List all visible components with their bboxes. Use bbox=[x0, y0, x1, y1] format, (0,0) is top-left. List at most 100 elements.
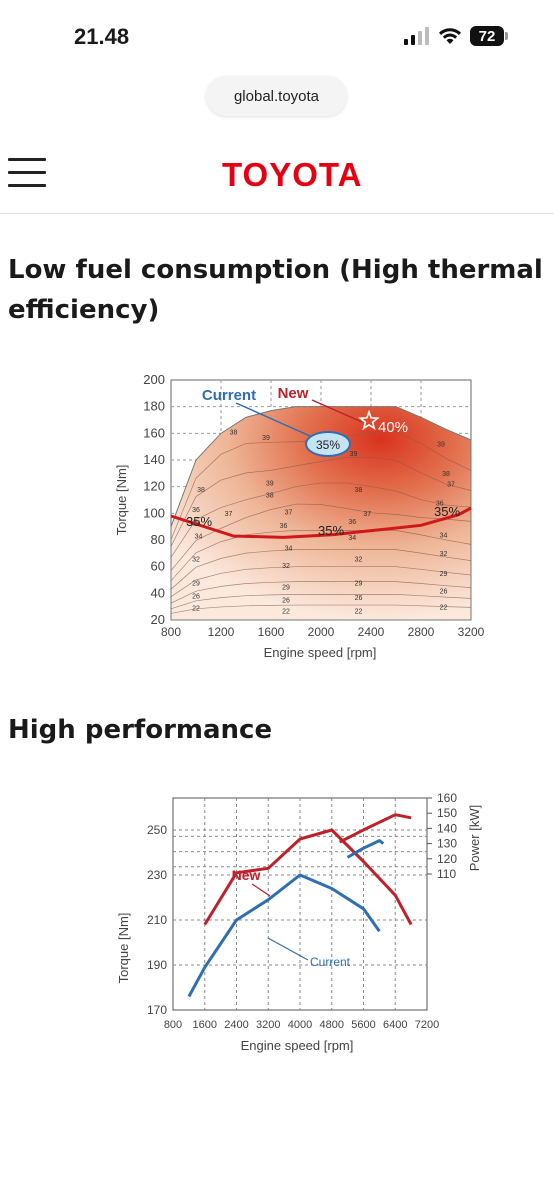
contour-label: 26 bbox=[355, 595, 363, 602]
x-tick-label: 2800 bbox=[408, 625, 435, 639]
power-tick-label: 140 bbox=[437, 821, 457, 835]
contour-label: 37 bbox=[225, 511, 233, 518]
contour-label: 39 bbox=[262, 435, 270, 442]
power-tick-label: 160 bbox=[437, 791, 457, 805]
torque-tick-label: 190 bbox=[147, 958, 167, 972]
contour-label: 32 bbox=[282, 563, 290, 570]
contour-label: 36 bbox=[280, 523, 288, 530]
x-tick-label: 3200 bbox=[256, 1019, 280, 1031]
contour-label: 29 bbox=[282, 584, 290, 591]
contour-label: 32 bbox=[355, 556, 363, 563]
y2-axis-label: Power [kW] bbox=[467, 805, 482, 871]
contour-line bbox=[170, 566, 472, 597]
x-tick-label: 4800 bbox=[320, 1019, 344, 1031]
new-torque-line bbox=[203, 828, 413, 926]
current-power-line bbox=[346, 839, 385, 859]
performance-chart: 800 1600 2400 3200 4000 4800 5600 6400 7200 170 1… bbox=[0, 780, 554, 1070]
contour-line bbox=[170, 456, 472, 547]
current-legend-label: Current bbox=[202, 387, 256, 404]
y-tick-label: 40 bbox=[151, 585, 165, 600]
contour-label: 32 bbox=[192, 556, 200, 563]
cellular-signal-icon bbox=[404, 27, 429, 45]
y-tick-label: 80 bbox=[151, 532, 165, 547]
power-tick-label: 150 bbox=[437, 806, 457, 820]
contour-label: 22 bbox=[192, 606, 200, 613]
contour-label: 37 bbox=[447, 482, 455, 489]
contour-label: 22 bbox=[282, 608, 290, 615]
x-tick-label: 3200 bbox=[458, 625, 485, 639]
new-series-label: New bbox=[232, 867, 261, 883]
y-tick-label: 20 bbox=[151, 612, 165, 627]
torque-tick-label: 250 bbox=[147, 823, 167, 837]
y-tick-label: 200 bbox=[143, 372, 165, 387]
new-peak-label: 40% bbox=[378, 419, 408, 436]
contour-label: 37 bbox=[285, 510, 293, 517]
contour-label: 29 bbox=[355, 580, 363, 587]
x-tick-label: 4000 bbox=[288, 1019, 312, 1031]
contour-label: 34 bbox=[440, 532, 448, 539]
line35-label-center: 35% bbox=[318, 523, 344, 538]
wifi-icon bbox=[439, 28, 461, 44]
contour-label: 38 bbox=[197, 487, 205, 494]
contour-label: 26 bbox=[440, 588, 448, 595]
contour-line bbox=[170, 549, 472, 590]
y-tick-label: 180 bbox=[143, 399, 165, 414]
contour-line bbox=[170, 482, 472, 558]
x-tick-label: 1600 bbox=[258, 625, 285, 639]
contour-label: 39 bbox=[437, 442, 445, 449]
contour-label: 37 bbox=[363, 511, 371, 518]
battery-icon: 72 bbox=[470, 26, 508, 46]
section-title-fuel: Low fuel consumption (High thermal effic… bbox=[8, 255, 543, 325]
line35-label-left: 35% bbox=[186, 514, 212, 529]
current-peak-ellipse bbox=[305, 431, 351, 457]
contour-line bbox=[170, 594, 472, 610]
x-tick-label: 2000 bbox=[308, 625, 335, 639]
y-axis-label: Torque [Nm] bbox=[116, 913, 131, 984]
toyota-logo[interactable]: TOYOTA bbox=[222, 156, 363, 193]
status-time: 21.48 bbox=[74, 24, 130, 49]
hamburger-menu-icon[interactable] bbox=[8, 158, 46, 188]
section-title-performance: High performance bbox=[8, 715, 273, 745]
battery-level: 72 bbox=[470, 26, 504, 46]
contour-label: 38 bbox=[230, 430, 238, 437]
y-tick-label: 100 bbox=[143, 505, 165, 520]
contour-label: 38 bbox=[442, 471, 450, 478]
contour-label: 38 bbox=[266, 492, 274, 499]
site-header: TOYOTA bbox=[0, 130, 554, 214]
contour-label: 34 bbox=[195, 534, 203, 541]
power-tick-label: 110 bbox=[437, 867, 456, 881]
contour-line bbox=[170, 530, 472, 582]
contour-label: 26 bbox=[282, 598, 290, 605]
x-tick-label: 2400 bbox=[358, 625, 385, 639]
x-tick-label: 1600 bbox=[193, 1019, 217, 1031]
contour-label: 22 bbox=[355, 608, 363, 615]
contour-label: 36 bbox=[436, 500, 444, 507]
torque-tick-label: 170 bbox=[147, 1003, 167, 1017]
new-legend-label: New bbox=[278, 385, 309, 402]
y-tick-label: 140 bbox=[143, 452, 165, 467]
contour-label: 32 bbox=[440, 551, 448, 558]
address-bar[interactable]: global.toyota bbox=[206, 76, 347, 116]
current-series-label: Current bbox=[310, 955, 351, 969]
x-tick-label: 1200 bbox=[208, 625, 235, 639]
power-tick-label: 130 bbox=[437, 837, 457, 851]
x-tick-label: 6400 bbox=[383, 1019, 407, 1031]
x-tick-label: 5600 bbox=[351, 1019, 375, 1031]
contour-label: 34 bbox=[285, 546, 293, 553]
status-icons: 72 bbox=[404, 26, 508, 46]
x-tick-label: 800 bbox=[164, 1019, 182, 1031]
contour-label: 34 bbox=[348, 535, 356, 542]
contour-line bbox=[170, 604, 472, 614]
torque-tick-label: 230 bbox=[147, 868, 167, 882]
fuel-efficiency-chart: 38 39 39 39 39 38 38 38 38 37 36 36 37 37 37 35 36 36 34 34… bbox=[0, 360, 554, 670]
contour-label: 39 bbox=[350, 451, 358, 458]
new-35-percent-line bbox=[170, 506, 472, 539]
new-power-line bbox=[339, 813, 412, 844]
contour-label: 36 bbox=[348, 519, 356, 526]
contour-label: 22 bbox=[440, 604, 448, 611]
x-tick-label: 800 bbox=[161, 625, 181, 639]
y-tick-label: 120 bbox=[143, 479, 165, 494]
new-peak-star-icon bbox=[358, 409, 380, 431]
y-tick-label: 60 bbox=[151, 559, 165, 574]
power-tick-label: 120 bbox=[437, 852, 457, 866]
